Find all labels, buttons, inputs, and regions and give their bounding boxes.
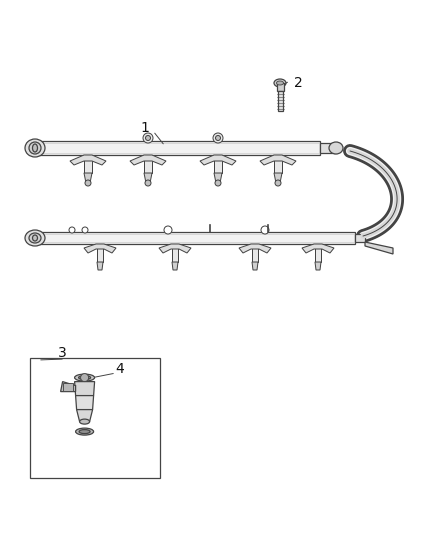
Circle shape [81, 374, 88, 382]
Polygon shape [84, 244, 116, 253]
Text: 4: 4 [116, 362, 124, 376]
Bar [35, 232, 355, 244]
Circle shape [164, 226, 172, 234]
Polygon shape [159, 244, 191, 253]
Polygon shape [60, 382, 76, 392]
Bar [63, 383, 73, 391]
Circle shape [275, 180, 281, 186]
Circle shape [143, 133, 153, 143]
Polygon shape [97, 262, 103, 270]
Bar [97, 248, 103, 262]
Circle shape [215, 180, 221, 186]
Text: 3: 3 [58, 346, 67, 360]
Ellipse shape [276, 81, 283, 85]
Ellipse shape [76, 428, 94, 435]
Circle shape [213, 133, 223, 143]
Polygon shape [365, 242, 393, 254]
Ellipse shape [25, 139, 45, 157]
Polygon shape [77, 409, 92, 422]
Ellipse shape [274, 79, 286, 87]
Polygon shape [302, 244, 334, 253]
Polygon shape [260, 155, 296, 165]
Bar [35, 141, 320, 155]
Circle shape [145, 180, 151, 186]
Bar [30, 358, 160, 478]
Polygon shape [239, 244, 271, 253]
Polygon shape [274, 173, 282, 183]
Ellipse shape [32, 235, 38, 241]
Polygon shape [172, 262, 178, 270]
Text: 1: 1 [141, 121, 149, 135]
Polygon shape [84, 173, 92, 183]
Bar [144, 155, 152, 173]
Bar [315, 248, 321, 262]
Circle shape [145, 135, 151, 141]
Ellipse shape [329, 142, 343, 154]
Bar [355, 234, 365, 242]
Polygon shape [130, 155, 166, 165]
Bar [320, 143, 336, 153]
Ellipse shape [25, 230, 45, 246]
Ellipse shape [74, 374, 95, 381]
Polygon shape [74, 382, 95, 395]
Polygon shape [315, 262, 321, 270]
Circle shape [215, 135, 220, 141]
Circle shape [85, 180, 91, 186]
Bar [214, 155, 222, 173]
Circle shape [261, 226, 269, 234]
Polygon shape [76, 395, 94, 409]
Bar [278, 91, 283, 111]
Circle shape [82, 227, 88, 233]
Text: 2: 2 [293, 76, 302, 90]
Polygon shape [70, 155, 106, 165]
Polygon shape [214, 173, 222, 183]
Polygon shape [144, 173, 152, 183]
Ellipse shape [29, 142, 41, 154]
Ellipse shape [78, 376, 91, 379]
Polygon shape [252, 262, 258, 270]
Bar [172, 248, 178, 262]
Ellipse shape [32, 144, 38, 152]
Bar [84, 155, 92, 173]
Bar [276, 83, 283, 91]
Polygon shape [200, 155, 236, 165]
Ellipse shape [79, 430, 90, 434]
Circle shape [69, 227, 75, 233]
Bar [274, 155, 282, 173]
Ellipse shape [80, 419, 90, 424]
Ellipse shape [29, 233, 41, 243]
Bar [252, 248, 258, 262]
